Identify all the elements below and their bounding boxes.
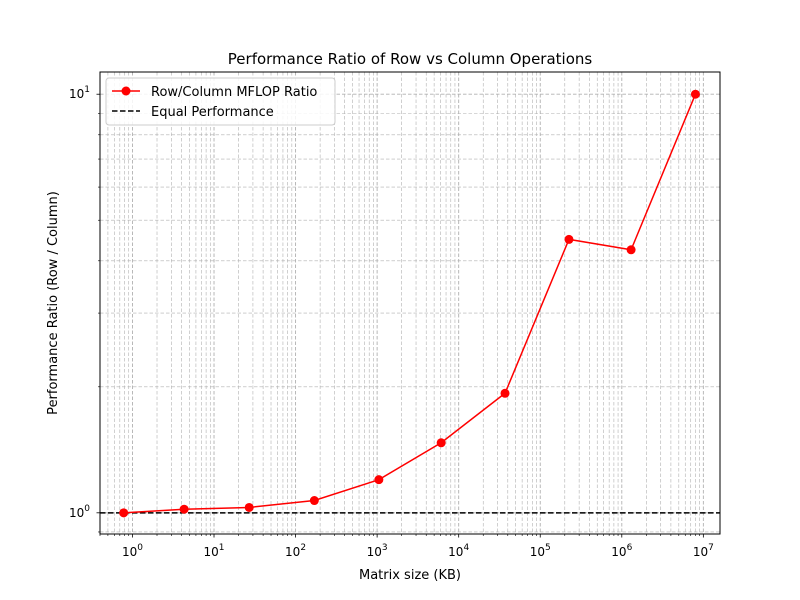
data-point-ratio <box>564 234 574 244</box>
legend-label-equal: Equal Performance <box>151 105 274 120</box>
data-point-ratio <box>309 496 319 506</box>
x-axis-label: Matrix size (KB) <box>359 568 461 583</box>
legend-swatch-ratio-marker <box>121 86 131 96</box>
data-point-ratio <box>374 475 384 485</box>
data-point-ratio <box>179 504 189 514</box>
series-line-ratio <box>123 93 697 514</box>
legend-label-ratio: Row/Column MFLOP Ratio <box>151 85 317 100</box>
data-point-ratio <box>119 508 129 518</box>
data-point-ratio <box>436 438 446 448</box>
y-axis-label: Performance Ratio (Row / Column) <box>46 191 61 415</box>
data-point-ratio <box>500 388 510 398</box>
data-point-ratio <box>690 89 700 99</box>
plot-frame <box>99 71 721 535</box>
axis-ticks <box>96 93 704 538</box>
legend: Row/Column MFLOP Ratio Equal Performance <box>105 77 336 126</box>
series-layer <box>119 89 700 518</box>
data-point-ratio <box>244 502 254 512</box>
data-point-ratio <box>626 245 636 255</box>
legend-box <box>105 77 336 126</box>
chart-title: Performance Ratio of Row vs Column Opera… <box>228 50 593 68</box>
